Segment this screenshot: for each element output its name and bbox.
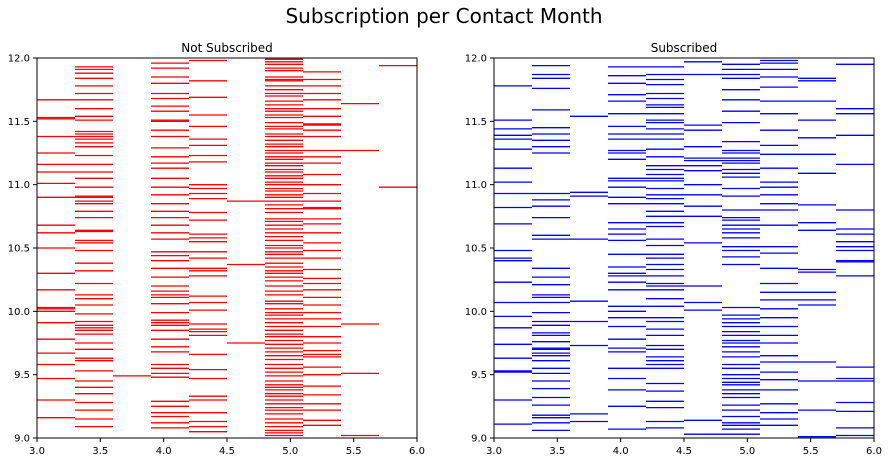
y-tick-label: 12.0 bbox=[465, 54, 487, 65]
y-tick-label: 11.0 bbox=[465, 180, 487, 191]
y-tick-label: 12.0 bbox=[8, 54, 30, 65]
y-tick-label: 9.0 bbox=[471, 434, 487, 445]
y-tick-label: 9.0 bbox=[14, 434, 30, 445]
figure-title: Subscription per Contact Month bbox=[285, 4, 603, 28]
subplot-title-subscribed: Subscribed bbox=[651, 41, 718, 55]
y-tick-label: 9.5 bbox=[14, 370, 30, 381]
subplot-title-not-subscribed: Not Subscribed bbox=[181, 41, 272, 55]
y-tick-label: 10.5 bbox=[465, 244, 487, 255]
x-tick-label: 6.0 bbox=[409, 446, 425, 457]
chart-subscribed: Subscribed 3.0 3.5 4.0 4.5 5.0 5.5 6.0 9.0 9.5 10.… bbox=[465, 41, 882, 457]
x-tick-label: 3.5 bbox=[549, 446, 565, 457]
x-tick-label: 4.5 bbox=[676, 446, 692, 457]
x-tick-label: 5.5 bbox=[346, 446, 362, 457]
y-tick-label: 9.5 bbox=[471, 370, 487, 381]
x-tick-label: 3.5 bbox=[92, 446, 108, 457]
x-tick-label: 4.0 bbox=[613, 446, 629, 457]
y-tick-label: 10.5 bbox=[8, 244, 30, 255]
x-tick-label: 3.0 bbox=[29, 446, 45, 457]
x-tick-label: 3.0 bbox=[486, 446, 502, 457]
x-tick-label: 4.0 bbox=[156, 446, 172, 457]
x-tick-label: 4.5 bbox=[219, 446, 235, 457]
y-tick-label: 11.5 bbox=[465, 117, 487, 128]
y-tick-label: 11.5 bbox=[8, 117, 30, 128]
x-tick-label: 5.0 bbox=[282, 446, 298, 457]
x-tick-label: 5.0 bbox=[739, 446, 755, 457]
x-tick-label: 5.5 bbox=[803, 446, 819, 457]
y-tick-label: 11.0 bbox=[8, 180, 30, 191]
y-tick-label: 10.0 bbox=[8, 307, 30, 318]
y-tick-label: 10.0 bbox=[465, 307, 487, 318]
x-tick-label: 6.0 bbox=[866, 446, 882, 457]
chart-not-subscribed: Not Subscribed 3.0 3.5 4.0 4.5 5.0 5.5 6.0 9.0 9.… bbox=[8, 41, 425, 457]
